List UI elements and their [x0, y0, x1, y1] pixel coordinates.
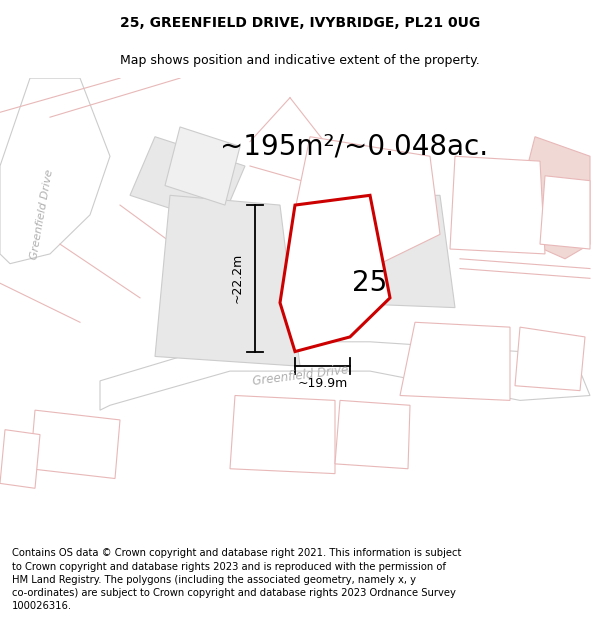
Polygon shape [450, 156, 545, 254]
Polygon shape [30, 410, 120, 479]
Text: ~22.2m: ~22.2m [230, 253, 244, 304]
Polygon shape [330, 195, 455, 308]
Polygon shape [0, 430, 40, 488]
Polygon shape [230, 396, 335, 474]
Polygon shape [130, 137, 245, 224]
Polygon shape [335, 401, 410, 469]
Polygon shape [280, 195, 390, 351]
Polygon shape [155, 195, 300, 366]
Text: Greenfield Drive: Greenfield Drive [29, 169, 55, 261]
Text: Contains OS data © Crown copyright and database right 2021. This information is : Contains OS data © Crown copyright and d… [12, 549, 461, 611]
Polygon shape [0, 78, 110, 264]
Polygon shape [515, 327, 585, 391]
Polygon shape [165, 127, 240, 205]
Text: ~195m²/~0.048ac.: ~195m²/~0.048ac. [220, 132, 488, 161]
Text: ~19.9m: ~19.9m [298, 378, 347, 390]
Text: 25, GREENFIELD DRIVE, IVYBRIDGE, PL21 0UG: 25, GREENFIELD DRIVE, IVYBRIDGE, PL21 0U… [120, 16, 480, 31]
Polygon shape [100, 342, 590, 410]
Polygon shape [540, 176, 590, 249]
Polygon shape [400, 322, 510, 401]
Text: Map shows position and indicative extent of the property.: Map shows position and indicative extent… [120, 54, 480, 68]
Polygon shape [290, 137, 440, 264]
Text: 25: 25 [352, 269, 388, 298]
Polygon shape [510, 137, 590, 259]
Text: Greenfield Drive: Greenfield Drive [251, 364, 349, 388]
